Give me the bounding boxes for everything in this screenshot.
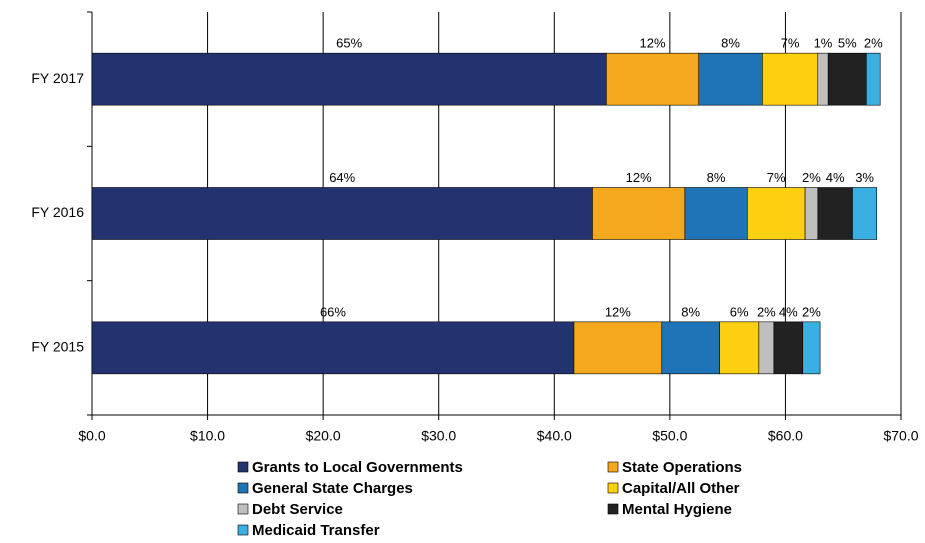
share-label: 7% [781, 36, 800, 51]
bar-segment [698, 52, 763, 106]
share-label: 12% [640, 36, 666, 51]
share-label: 8% [707, 170, 726, 185]
share-label: 4% [779, 304, 798, 319]
y-tick-label: FY 2015 [31, 339, 84, 355]
bar-segment [91, 52, 607, 106]
share-label: 8% [721, 36, 740, 51]
share-label: 66% [320, 304, 346, 319]
legend-swatch [237, 461, 249, 473]
legend-label: Capital/All Other [622, 480, 740, 497]
x-tick-label: $50.0 [652, 428, 687, 444]
legend-label: Mental Hygiene [622, 501, 732, 518]
share-label: 12% [626, 170, 652, 185]
share-label: 2% [802, 170, 821, 185]
legend-swatch [607, 503, 619, 515]
x-tick-label: $10.0 [190, 428, 225, 444]
share-label: 2% [864, 36, 883, 51]
share-label: 4% [826, 170, 845, 185]
share-label: 1% [814, 36, 833, 51]
y-tick-label: FY 2017 [31, 70, 84, 86]
bar-segment [592, 187, 686, 240]
bar-segment [817, 187, 853, 240]
x-tick-label: $40.0 [537, 428, 572, 444]
legend-swatch [607, 461, 619, 473]
bar-segment [758, 321, 775, 375]
x-tick-label: $30.0 [421, 428, 456, 444]
share-label: 2% [802, 304, 821, 319]
share-label: 6% [730, 304, 749, 319]
bar-segment [762, 52, 819, 106]
share-label: 12% [605, 304, 631, 319]
share-label: 3% [855, 170, 874, 185]
bar-segment [804, 187, 819, 240]
legend-swatch [237, 524, 249, 536]
bar-segment [684, 187, 748, 240]
x-tick-label: $70.0 [883, 428, 918, 444]
bar-segment [661, 321, 720, 375]
bar-segment [91, 321, 575, 375]
x-tick-label: $0.0 [78, 428, 105, 444]
bar-segment [573, 321, 663, 375]
legend-label: Debt Service [252, 501, 343, 518]
share-label: 7% [767, 170, 786, 185]
bar-segment [605, 52, 700, 106]
bar-segment [773, 321, 804, 375]
bar-segment [91, 187, 593, 240]
share-label: 2% [757, 304, 776, 319]
legend-label: Medicaid Transfer [252, 522, 380, 539]
share-label: 64% [329, 170, 355, 185]
share-label: 65% [336, 36, 362, 51]
legend-label: Grants to Local Governments [252, 459, 463, 476]
share-label: 8% [681, 304, 700, 319]
x-tick-label: $20.0 [306, 428, 341, 444]
legend-label: State Operations [622, 459, 742, 476]
y-tick-label: FY 2016 [31, 204, 84, 220]
bar-segment [719, 321, 760, 375]
bar-segment [827, 52, 867, 106]
bar-segment [746, 187, 806, 240]
share-label: 5% [838, 36, 857, 51]
legend-swatch [237, 503, 249, 515]
bar-segment [817, 52, 829, 106]
legend-swatch [237, 482, 249, 494]
legend-swatch [607, 482, 619, 494]
bar-segment [852, 187, 878, 240]
legend-label: General State Charges [252, 480, 413, 497]
bar-segment [802, 321, 821, 375]
bar-segment [866, 52, 881, 106]
x-tick-label: $60.0 [768, 428, 803, 444]
